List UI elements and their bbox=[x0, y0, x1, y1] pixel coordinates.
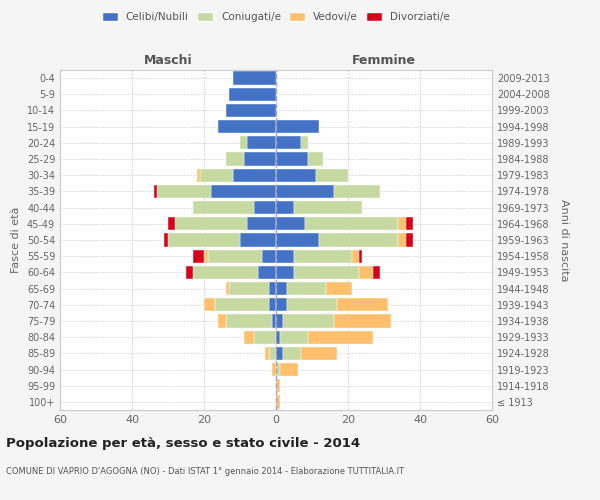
Bar bbox=[244, 152, 276, 166]
Bar bbox=[319, 234, 398, 246]
Text: Popolazione per età, sesso e stato civile - 2014: Popolazione per età, sesso e stato civil… bbox=[6, 438, 360, 450]
Bar bbox=[247, 217, 276, 230]
Bar bbox=[398, 234, 406, 246]
Bar bbox=[276, 120, 319, 134]
Bar bbox=[204, 298, 215, 312]
Bar bbox=[398, 217, 406, 230]
Bar bbox=[283, 314, 334, 328]
Bar bbox=[215, 298, 269, 312]
Text: COMUNE DI VAPRIO D'AGOGNA (NO) - Dati ISTAT 1° gennaio 2014 - Elaborazione TUTTI: COMUNE DI VAPRIO D'AGOGNA (NO) - Dati IS… bbox=[6, 468, 404, 476]
Bar bbox=[287, 282, 326, 295]
Bar bbox=[269, 346, 276, 360]
Bar bbox=[193, 201, 254, 214]
Bar bbox=[283, 346, 301, 360]
Bar bbox=[334, 185, 380, 198]
Bar bbox=[226, 104, 276, 117]
Bar bbox=[233, 72, 276, 85]
Bar bbox=[269, 298, 276, 312]
Bar bbox=[276, 152, 308, 166]
Bar bbox=[168, 234, 240, 246]
Bar bbox=[200, 168, 233, 182]
Text: Maschi: Maschi bbox=[143, 54, 193, 68]
Bar bbox=[334, 314, 391, 328]
Bar bbox=[406, 234, 413, 246]
Bar bbox=[287, 298, 337, 312]
Bar bbox=[352, 250, 359, 263]
Bar bbox=[272, 363, 276, 376]
Legend: Celibi/Nubili, Coniugati/e, Vedovi/e, Divorziati/e: Celibi/Nubili, Coniugati/e, Vedovi/e, Di… bbox=[98, 8, 454, 26]
Bar bbox=[326, 282, 352, 295]
Bar bbox=[218, 120, 276, 134]
Bar bbox=[301, 136, 308, 149]
Bar bbox=[254, 201, 276, 214]
Bar bbox=[276, 217, 305, 230]
Bar bbox=[211, 185, 276, 198]
Bar bbox=[276, 363, 280, 376]
Bar bbox=[240, 234, 276, 246]
Bar bbox=[265, 346, 269, 360]
Bar bbox=[373, 266, 380, 279]
Bar bbox=[229, 282, 269, 295]
Bar bbox=[229, 88, 276, 101]
Bar bbox=[244, 330, 254, 344]
Bar bbox=[208, 250, 262, 263]
Bar bbox=[258, 266, 276, 279]
Bar bbox=[247, 136, 276, 149]
Bar bbox=[276, 298, 287, 312]
Bar bbox=[276, 282, 287, 295]
Text: Femmine: Femmine bbox=[352, 54, 416, 68]
Bar bbox=[276, 314, 283, 328]
Bar bbox=[359, 266, 373, 279]
Bar bbox=[276, 346, 283, 360]
Bar bbox=[218, 314, 226, 328]
Bar bbox=[276, 168, 316, 182]
Bar bbox=[359, 250, 362, 263]
Bar bbox=[276, 136, 301, 149]
Bar bbox=[294, 201, 362, 214]
Bar bbox=[226, 152, 244, 166]
Bar bbox=[226, 314, 272, 328]
Bar bbox=[240, 136, 247, 149]
Bar bbox=[154, 185, 157, 198]
Bar bbox=[197, 168, 200, 182]
Bar bbox=[308, 330, 373, 344]
Bar bbox=[272, 314, 276, 328]
Bar bbox=[204, 250, 208, 263]
Bar bbox=[276, 185, 334, 198]
Bar bbox=[276, 379, 280, 392]
Bar bbox=[276, 234, 319, 246]
Bar bbox=[168, 217, 175, 230]
Bar bbox=[337, 298, 388, 312]
Bar bbox=[276, 330, 280, 344]
Bar bbox=[262, 250, 276, 263]
Bar bbox=[294, 250, 352, 263]
Bar bbox=[276, 250, 294, 263]
Bar bbox=[226, 282, 229, 295]
Bar bbox=[280, 330, 308, 344]
Bar bbox=[193, 250, 204, 263]
Bar bbox=[233, 168, 276, 182]
Bar bbox=[308, 152, 323, 166]
Bar bbox=[269, 282, 276, 295]
Bar bbox=[164, 234, 168, 246]
Bar bbox=[276, 201, 294, 214]
Bar bbox=[186, 266, 193, 279]
Bar bbox=[406, 217, 413, 230]
Bar bbox=[280, 363, 298, 376]
Bar bbox=[193, 266, 258, 279]
Bar bbox=[294, 266, 359, 279]
Bar bbox=[316, 168, 348, 182]
Bar bbox=[301, 346, 337, 360]
Bar bbox=[305, 217, 398, 230]
Bar bbox=[175, 217, 247, 230]
Bar bbox=[276, 396, 280, 408]
Bar bbox=[254, 330, 276, 344]
Y-axis label: Anni di nascita: Anni di nascita bbox=[559, 198, 569, 281]
Bar bbox=[157, 185, 211, 198]
Y-axis label: Fasce di età: Fasce di età bbox=[11, 207, 21, 273]
Bar bbox=[276, 266, 294, 279]
